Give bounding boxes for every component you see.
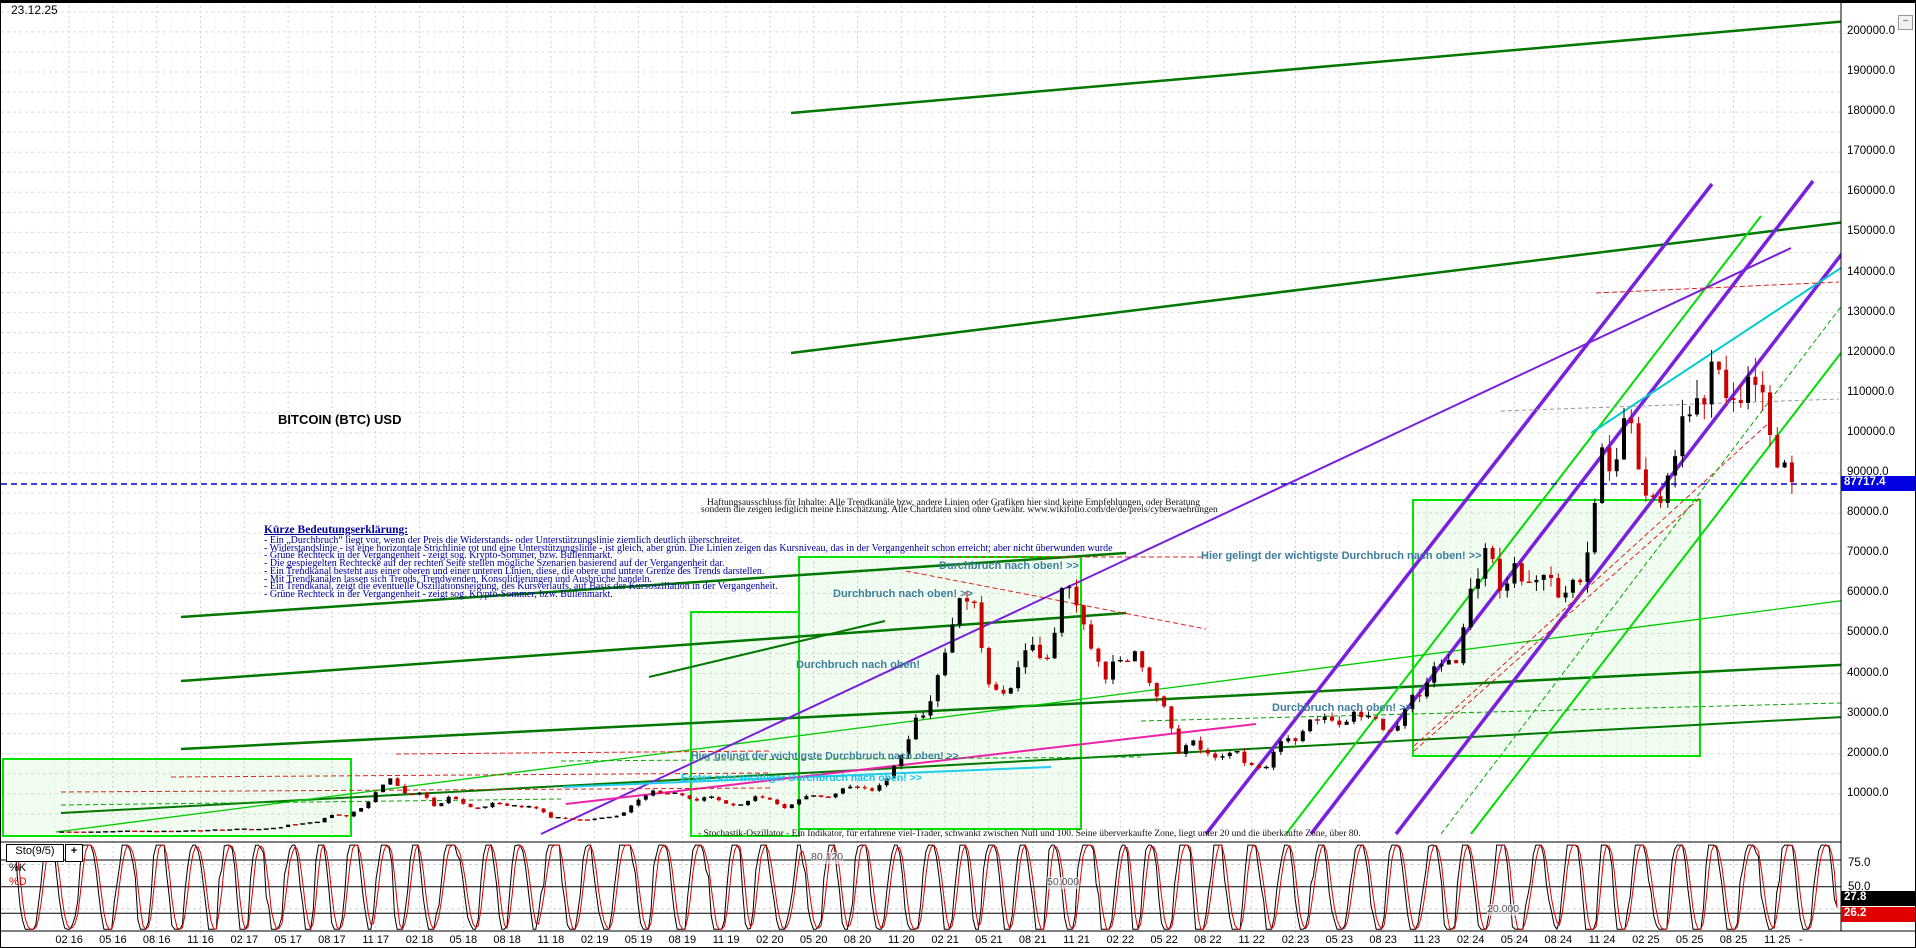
osc-axis-75: 75.0 — [1848, 857, 1871, 869]
date-axis-label: 08 20 — [843, 934, 872, 946]
disclaimer-line1: Haftungsausschluss für Inhalte: Alle Tre… — [707, 498, 1200, 508]
price-axis-label: 200000.0 — [1847, 24, 1895, 37]
date-axis-label: 08 18 — [493, 934, 521, 946]
current-price-tag: 87717.4 — [1841, 476, 1915, 491]
disclaimer-line2: sondern die zeigen lediglich meine Einsc… — [701, 505, 1218, 515]
date-axis-label: 02 20 — [756, 934, 784, 946]
chart-annotation: Erster sehr wichtiger Durchbruch nach ob… — [681, 772, 922, 784]
date-axis-label: 05 17 — [274, 934, 302, 946]
price-axis-label: 10000.0 — [1847, 786, 1889, 799]
date-axis-label: 05 19 — [624, 934, 653, 946]
date-axis-label: 11 19 — [712, 934, 740, 946]
date-axis-label: 08 23 — [1369, 934, 1397, 946]
date-axis-label: 11 25 — [1763, 934, 1791, 946]
date-axis-label: 11 23 — [1413, 934, 1441, 946]
date-axis-label: 11 24 — [1588, 934, 1616, 946]
date-axis-label: 08 22 — [1194, 934, 1222, 946]
date-axis-label: 11 20 — [887, 934, 915, 946]
date-axis-label: 02 21 — [931, 934, 959, 946]
price-axis-label: 90000.0 — [1847, 466, 1889, 478]
legend-heading: Kürze Bedeutungserklärung: — [264, 524, 409, 536]
price-axis-label: 100000.0 — [1847, 425, 1895, 438]
price-axis-label: 190000.0 — [1847, 65, 1895, 77]
date-axis-label: 05 20 — [799, 934, 828, 946]
price-axis-label: 140000.0 — [1847, 265, 1895, 278]
date-axis-label: 05 24 — [1500, 934, 1529, 946]
date-axis-label: 05 25 — [1675, 934, 1704, 946]
stochastic-level-80-label: 80.120 — [811, 851, 844, 864]
price-axis-label: 30000.0 — [1847, 706, 1889, 719]
date-axis-label: 02 18 — [405, 934, 434, 946]
price-axis-label: 150000.0 — [1847, 225, 1895, 238]
price-axis-label: 120000.0 — [1847, 345, 1895, 358]
date-axis-label: 08 21 — [1018, 934, 1047, 946]
date-axis-label: 08 16 — [142, 934, 171, 946]
chart-annotation: Hier gelingt der wichtigste Durchbruch n… — [691, 750, 959, 762]
date-axis-label: 11 22 — [1238, 934, 1266, 946]
chart-annotation: Hier gelingt der wichtigste Durchbruch n… — [1201, 550, 1482, 562]
legend-line: - Grüne Rechteck in der Vergangenheit - … — [264, 588, 613, 600]
stochastic-level-20-label: 20.000 — [1487, 903, 1520, 916]
legend-line: - Ein „Durchbruch“ liegt vor, wenn der P… — [264, 535, 743, 546]
date-axis-label: 02 24 — [1456, 934, 1485, 946]
date-axis-label: 11 16 — [187, 934, 214, 946]
chart-annotation: Durchbruch nach oben! >> — [833, 588, 973, 600]
stochastic-d-value-tag: 26.2 — [1841, 907, 1915, 922]
chart-annotation: Durchbruch nach oben! >> — [1272, 702, 1412, 714]
price-axis-label: 160000.0 — [1847, 185, 1895, 198]
price-axis-label: 170000.0 — [1847, 145, 1895, 158]
legend-line: - Ein Trendkanal besteht aus einer obere… — [264, 565, 765, 577]
date-axis-label: 05 16 — [99, 934, 127, 946]
instrument-title: BITCOIN (BTC) USD — [278, 412, 402, 427]
stochastic-add-button[interactable]: + — [65, 844, 83, 862]
legend-line: - Die gespiegelten Rechtecke auf der rec… — [264, 558, 725, 570]
date-axis-label: 08 25 — [1719, 934, 1748, 946]
stochastic-k-value-tag: 27.8 — [1841, 891, 1915, 906]
price-axis-label: 80000.0 — [1847, 506, 1889, 519]
osc-axis-50: 50.0 — [1848, 881, 1871, 893]
stochastic-description: - Stochastik-Oszillator - Ein Indikator,… — [698, 829, 1361, 839]
price-axis-label: 60000.0 — [1847, 586, 1889, 599]
stochastic-name-box[interactable]: Sto(9/5) — [6, 844, 64, 862]
date-axis-label: 02 16 — [55, 934, 83, 946]
date-axis-label: 08 24 — [1544, 934, 1573, 946]
price-axis-label: 130000.0 — [1847, 305, 1895, 318]
price-axis-label: 180000.0 — [1847, 105, 1895, 118]
date-axis-label: 05 21 — [975, 934, 1003, 946]
collapse-pane-button[interactable]: − — [1898, 15, 1913, 30]
price-axis-label: 110000.0 — [1847, 385, 1895, 398]
date-axis-label: 08 19 — [668, 934, 697, 946]
date-axis-label: 02 19 — [580, 934, 609, 946]
date-axis-label: 05 22 — [1150, 934, 1178, 946]
stochastic-level-50-label: 50.000 — [1047, 876, 1080, 889]
stochastic-pane[interactable] — [1, 843, 1841, 931]
chart-annotation: Durchbruch nach oben! — [796, 659, 921, 671]
date-axis-label: 11 17 — [362, 934, 390, 946]
date-axis-label: 08 17 — [318, 934, 346, 946]
legend-line: - Mit Trendkanälen lassen sich Trends, T… — [264, 573, 653, 585]
date-axis-label: 02 17 — [230, 934, 259, 946]
price-axis-label: 50000.0 — [1847, 626, 1889, 639]
date-axis-label: 02 23 — [1281, 934, 1310, 946]
chart-date-label: 23.12.25 — [11, 3, 58, 17]
stochastic-k-label: %K — [9, 862, 27, 874]
date-axis-label: 05 23 — [1325, 934, 1354, 946]
date-axis-label: 02 25 — [1632, 934, 1660, 946]
legend-line: - Grüne Rechteck in der Vergangenheit - … — [264, 550, 613, 562]
price-axis-label: 70000.0 — [1847, 546, 1889, 559]
price-axis-label: 20000.0 — [1847, 746, 1889, 759]
date-axis-label: 11 21 — [1063, 934, 1090, 946]
price-pane[interactable] — [1, 15, 1916, 837]
legend-line: - Ein Trendkanal, zeigt die eventuelle O… — [264, 581, 778, 593]
date-axis-trailing-dash: - — [1799, 934, 1803, 946]
date-axis-label: 02 22 — [1106, 934, 1135, 946]
price-axis-label: 40000.0 — [1847, 666, 1889, 679]
legend-line: - Widerstandslinie - ist eine horizontal… — [264, 542, 1113, 554]
stochastic-d-label: %D — [9, 876, 27, 888]
date-axis-label: 11 18 — [537, 934, 565, 946]
date-axis-label: 05 18 — [449, 934, 478, 946]
chart-annotation: Durchbruch nach oben! >> — [939, 560, 1079, 572]
